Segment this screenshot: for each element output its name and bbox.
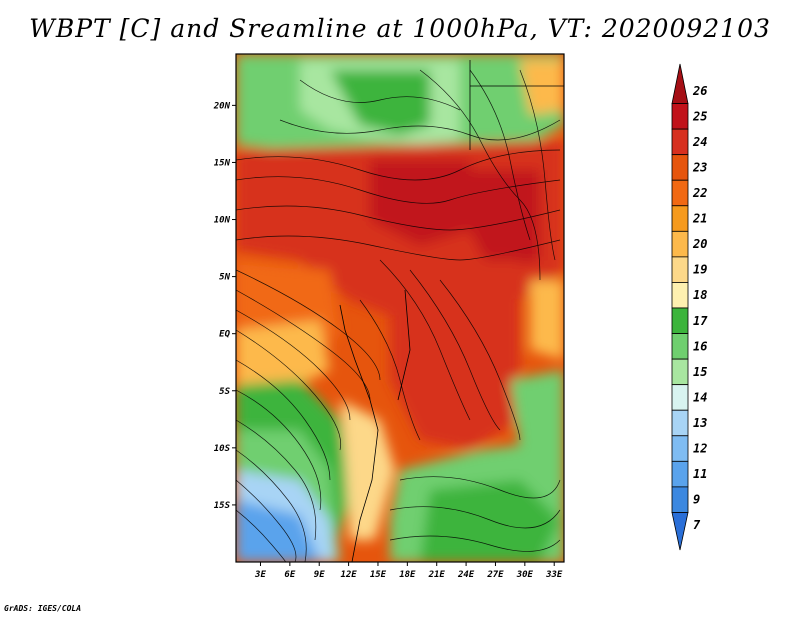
colorbar-swatch: [671, 435, 689, 462]
colorbar-label: 23: [692, 160, 707, 174]
colorbar-label: 13: [693, 416, 707, 430]
colorbar-swatch: [671, 230, 689, 258]
colorbar-label: 11: [693, 467, 707, 481]
colorbar-label: 16: [693, 339, 707, 353]
colorbar-cap-bottom: [671, 512, 689, 551]
y-tick-label: 5N: [219, 273, 230, 283]
colorbar-label: 12: [693, 442, 707, 456]
y-tick-label: 15N: [214, 158, 231, 168]
credit-text: GrADS: IGES/COLA: [4, 604, 82, 613]
x-tick-label: 30E: [516, 570, 534, 580]
y-tick-label: 10S: [214, 444, 231, 454]
colorbar-label: 18: [693, 288, 707, 302]
x-tick-label: 3E: [254, 570, 266, 580]
streamlines: [236, 69, 561, 562]
colorbar-swatch: [671, 128, 689, 156]
chart-title: WBPT [C] and Sreamline at 1000hPa, VT: 2…: [29, 14, 771, 43]
colorbar-label: 20: [692, 237, 707, 251]
x-tick-label: 6E: [284, 570, 295, 580]
y-tick-label: 20N: [213, 101, 231, 111]
x-tick-label: 21E: [428, 570, 446, 580]
colorbar-label: 24: [692, 135, 707, 149]
colorbar-swatch: [671, 358, 689, 386]
x-tick-label: 12E: [340, 570, 357, 580]
colorbar-swatch: [671, 307, 689, 334]
colorbar: 26 25 24 23 22 21 20 19 18 17 16 15 14 13 12 11 9 7: [671, 63, 708, 551]
colorbar-cap-top: [671, 63, 689, 104]
colorbar-swatch: [671, 205, 689, 232]
colorbar-label: 19: [693, 263, 707, 277]
x-tick-label: 9E: [314, 570, 325, 580]
colorbar-label: 7: [693, 518, 701, 532]
boundaries: [339, 60, 564, 562]
colorbar-swatch: [671, 333, 689, 360]
colorbar-swatch: [671, 409, 689, 437]
colorbar-label: 21: [692, 212, 707, 226]
colorbar-label: 26: [692, 84, 707, 98]
x-tick-label: 27E: [486, 570, 504, 580]
wbpt-field: [236, 54, 564, 562]
colorbar-swatch: [671, 486, 689, 513]
colorbar-swatch: [671, 384, 689, 411]
colorbar-label: 22: [692, 186, 707, 200]
colorbar-label: 14: [693, 390, 707, 404]
colorbar-label: 15: [693, 365, 707, 379]
y-tick-label: 5S: [219, 387, 230, 397]
colorbar-swatch: [671, 179, 689, 207]
x-tick-label: 18E: [399, 570, 416, 580]
colorbar-swatch: [671, 460, 689, 488]
x-axis: 3E 6E 9E 12E 15E 18E 21E 24E 27E 30E 33E: [254, 562, 563, 580]
x-tick-label: 33E: [545, 570, 563, 580]
y-tick-label: 10N: [214, 216, 231, 226]
colorbar-swatch: [671, 282, 689, 309]
colorbar-swatch: [671, 154, 689, 181]
colorbar-swatch: [671, 256, 689, 283]
colorbar-label: 9: [693, 493, 700, 507]
y-tick-label: 15S: [214, 501, 231, 511]
map-frame: [235, 53, 565, 563]
y-tick-label: EQ: [219, 330, 230, 340]
x-tick-label: 24E: [457, 570, 475, 580]
y-axis: 20N 15N 10N 5N EQ 5S 10S 15S: [213, 101, 236, 511]
colorbar-label: 25: [692, 109, 707, 123]
colorbar-label: 17: [693, 314, 708, 328]
colorbar-swatch: [671, 103, 689, 130]
x-tick-label: 15E: [370, 570, 387, 580]
